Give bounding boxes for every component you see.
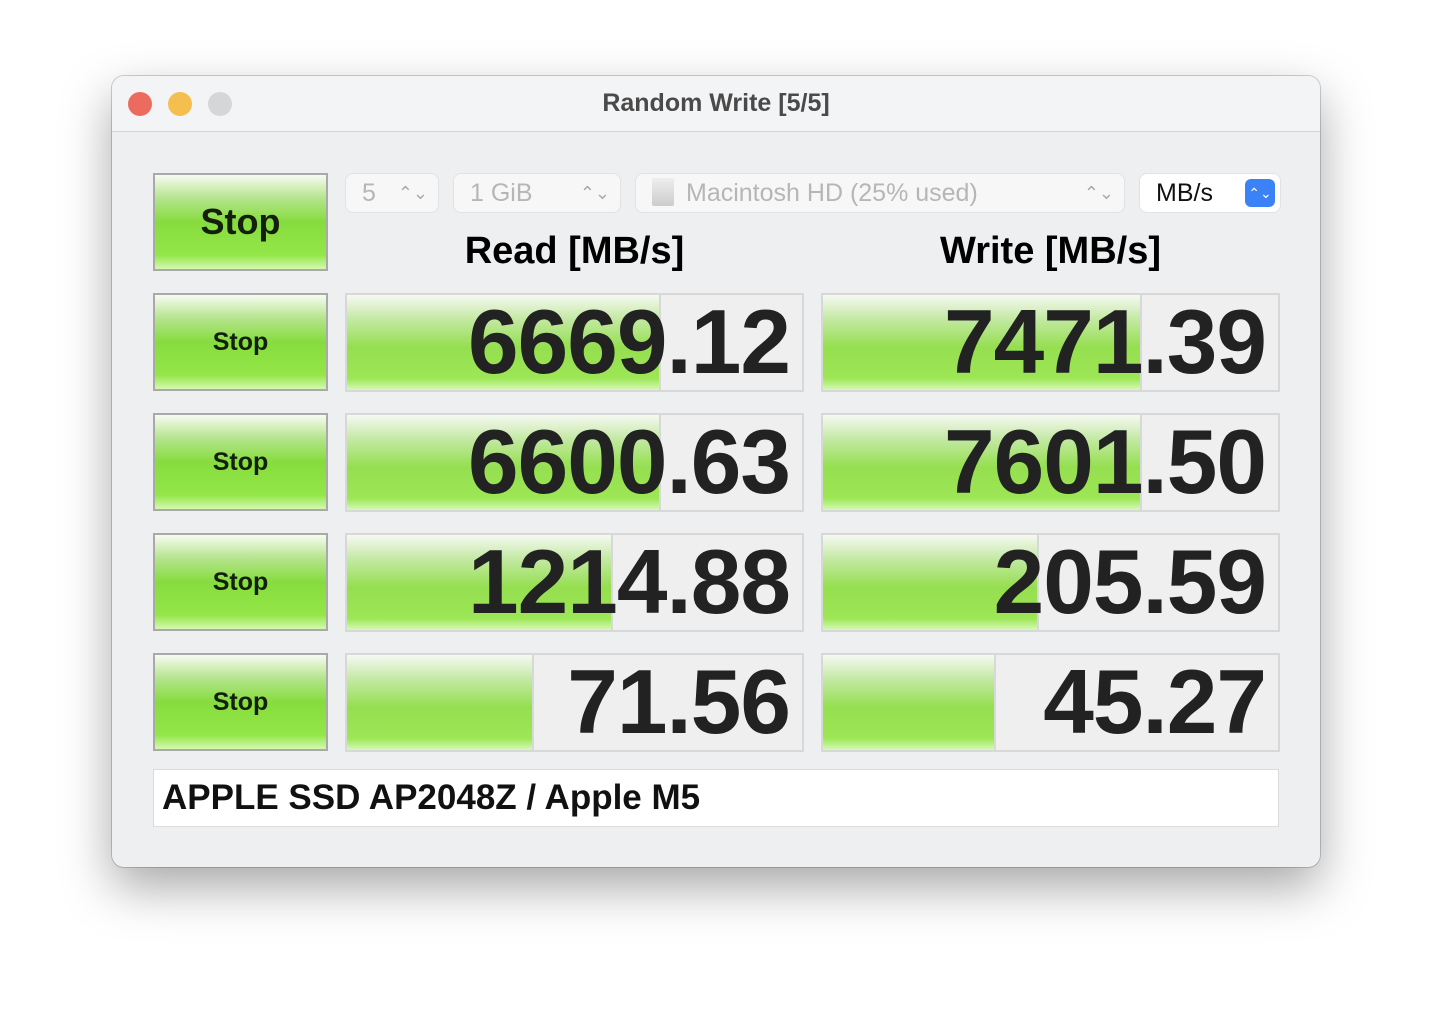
read-result: 6600.63 (345, 413, 804, 512)
read-bar (347, 535, 614, 630)
title-bar: Random Write [5/5] (112, 76, 1320, 132)
row-stop-button[interactable]: Stop (153, 413, 328, 511)
write-bar (823, 295, 1142, 390)
unit-select[interactable]: MB/s ⌃⌄ (1140, 174, 1280, 212)
read-result: 1214.88 (345, 533, 804, 632)
write-result: 205.59 (821, 533, 1280, 632)
read-value: 6600.63 (468, 413, 791, 512)
all-stop-button[interactable]: Stop (153, 173, 328, 271)
row-stop-button[interactable]: Stop (153, 533, 328, 631)
write-value: 7471.39 (944, 293, 1267, 392)
write-value: 205.59 (993, 533, 1267, 632)
read-bar (347, 295, 661, 390)
read-result: 71.56 (345, 653, 804, 752)
read-bar (347, 655, 534, 750)
chevron-updown-icon: ⌃⌄ (1245, 179, 1275, 207)
chevron-updown-icon: ⌃⌄ (397, 183, 428, 203)
read-bar (347, 415, 661, 510)
device-info: APPLE SSD AP2048Z / Apple M5 (153, 769, 1279, 827)
write-bar (823, 535, 1040, 630)
write-bar (823, 415, 1142, 510)
write-result: 7601.50 (821, 413, 1280, 512)
disk-select[interactable]: Macintosh HD (25% used) ⌃⌄ (636, 174, 1124, 212)
write-value: 45.27 (1043, 653, 1267, 752)
unit-value: MB/s (1156, 179, 1213, 207)
window-title: Random Write [5/5] (602, 89, 830, 117)
write-result: 45.27 (821, 653, 1280, 752)
read-value: 6669.12 (468, 293, 791, 392)
chevron-updown-icon: ⌃⌄ (1083, 183, 1114, 203)
chevron-updown-icon: ⌃⌄ (579, 183, 610, 203)
write-result: 7471.39 (821, 293, 1280, 392)
disk-icon (652, 178, 674, 206)
row-stop-button[interactable]: Stop (153, 653, 328, 751)
count-value: 5 (362, 179, 376, 207)
disk-value: Macintosh HD (25% used) (686, 179, 978, 207)
size-value: 1 GiB (470, 179, 533, 207)
row-stop-button[interactable]: Stop (153, 293, 328, 391)
write-value: 7601.50 (944, 413, 1267, 512)
write-header: Write [MB/s] (940, 230, 1161, 272)
read-result: 6669.12 (345, 293, 804, 392)
count-select[interactable]: 5 ⌃⌄ (346, 174, 438, 212)
read-value: 1214.88 (468, 533, 791, 632)
zoom-button[interactable] (208, 92, 232, 116)
read-header: Read [MB/s] (464, 230, 685, 272)
close-button[interactable] (128, 92, 152, 116)
app-window: Random Write [5/5] Stop 5 ⌃⌄ 1 GiB ⌃⌄ Maci… (112, 76, 1320, 867)
size-select[interactable]: 1 GiB ⌃⌄ (454, 174, 620, 212)
minimize-button[interactable] (168, 92, 192, 116)
read-value: 71.56 (567, 653, 791, 752)
write-bar (823, 655, 996, 750)
